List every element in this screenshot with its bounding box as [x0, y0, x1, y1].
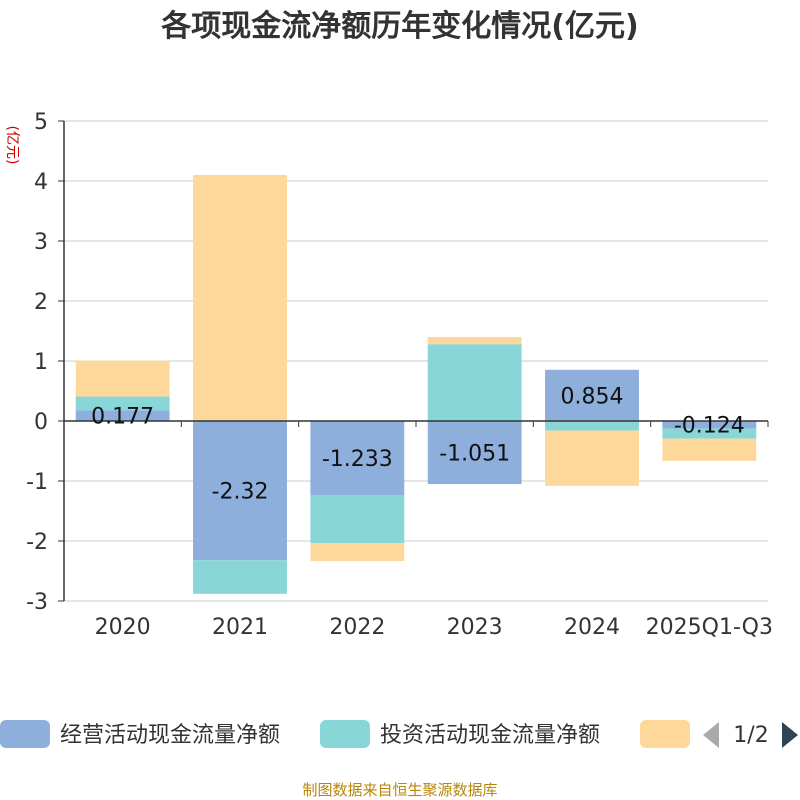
- data-label: 0.177: [91, 405, 154, 430]
- y-axis-label: (亿元): [4, 126, 20, 165]
- bar-series-1-2022: [310, 494, 405, 543]
- y-tick-label: 0: [34, 410, 48, 435]
- grid-lines: [64, 120, 768, 602]
- x-tick-label: 2024: [564, 615, 620, 640]
- legend-label[interactable]: 经营活动现金流量净额: [60, 723, 280, 748]
- bar-series-0-2021: [193, 421, 287, 561]
- data-label: -1.233: [322, 447, 393, 472]
- legend-page-indicator: 1/2: [733, 723, 768, 748]
- x-tick-label: 2022: [329, 615, 385, 640]
- y-tick-label: -1: [26, 470, 48, 495]
- x-tick-label: 2020: [95, 615, 151, 640]
- bar-series-2-2023: [427, 337, 522, 345]
- source-note: 制图数据来自恒生聚源数据库: [302, 781, 497, 799]
- legend-swatch[interactable]: [320, 720, 370, 748]
- y-tick-label: -2: [26, 530, 48, 555]
- bar-series-2-2024: [545, 430, 639, 486]
- data-label: -1.051: [439, 442, 510, 467]
- y-tick-label: 3: [34, 230, 48, 255]
- bar-series-0-2023: [427, 421, 522, 485]
- data-label: -0.124: [674, 414, 745, 439]
- bar-series-2-2020: [75, 360, 170, 397]
- bar-series-1-2025Q1-Q3: [662, 428, 757, 439]
- bar-series-0-2022: [310, 421, 405, 495]
- legend-label[interactable]: 投资活动现金流量净额: [380, 723, 600, 748]
- bar-series-0-2025Q1-Q3: [662, 421, 757, 429]
- bars: [75, 175, 757, 594]
- legend[interactable]: 经营活动现金流量净额 投资活动现金流量净额 1/2: [0, 720, 798, 748]
- y-tick-label: 5: [34, 110, 48, 135]
- x-tick-label: 2023: [447, 615, 503, 640]
- y-tick-label: 4: [34, 170, 48, 195]
- data-labels: 0.177 -2.32 -1.233 -1.051 0.854 -0.124: [91, 384, 745, 504]
- data-label: 0.854: [561, 384, 624, 409]
- y-tick-label: -3: [26, 590, 48, 615]
- bar-series-2-2025Q1-Q3: [662, 438, 757, 461]
- bar-series-0-2024: [545, 369, 639, 421]
- x-tick-label: 2025Q1-Q3: [646, 615, 773, 640]
- y-tick-label: 1: [34, 350, 48, 375]
- x-tick-label: 2021: [212, 615, 268, 640]
- bar-series-1-2023: [427, 344, 522, 421]
- y-tick-label: 2: [34, 290, 48, 315]
- bar-series-1-2024: [545, 421, 639, 431]
- bar-series-2-2021: [193, 175, 287, 421]
- bar-series-2-2022: [310, 542, 405, 561]
- bar-series-1-2020: [75, 396, 170, 411]
- legend-swatch[interactable]: [0, 720, 50, 748]
- legend-next-icon[interactable]: [782, 722, 798, 748]
- bar-series-0-2020: [75, 410, 170, 421]
- legend-swatch[interactable]: [640, 720, 690, 748]
- legend-prev-icon[interactable]: [703, 722, 719, 748]
- bar-series-1-2021: [193, 560, 287, 594]
- data-label: -2.32: [212, 480, 269, 505]
- axes: 5 4 3 2 1 0 -1 -2 -3 2020 2021 2022 2023 2024 2025Q1-Q…: [26, 110, 773, 640]
- chart-title: 各项现金流净额历年变化情况(亿元): [160, 9, 638, 44]
